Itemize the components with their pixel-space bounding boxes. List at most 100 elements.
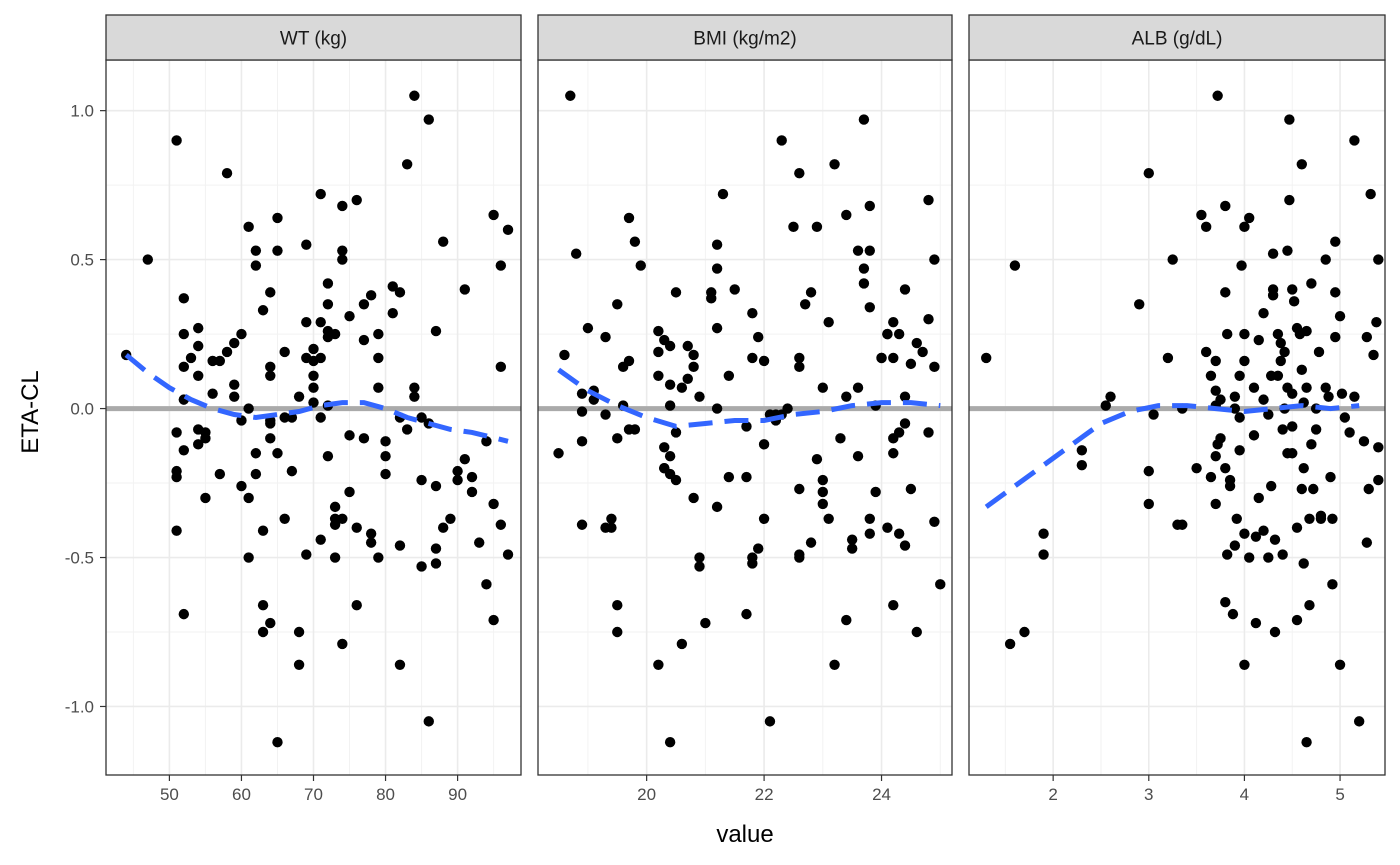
data-point <box>929 254 940 265</box>
data-point <box>858 114 870 125</box>
data-point <box>1100 400 1111 411</box>
data-point <box>1308 483 1319 495</box>
data-point <box>200 427 211 438</box>
data-point <box>1304 513 1315 524</box>
data-point <box>1009 260 1021 271</box>
data-point <box>265 433 276 444</box>
data-point <box>747 308 758 319</box>
data-point <box>1277 424 1288 435</box>
data-point <box>676 638 688 650</box>
data-point <box>1263 409 1274 420</box>
data-point <box>1210 355 1221 367</box>
y-tick-label: 0.5 <box>70 251 94 270</box>
data-point <box>888 316 899 328</box>
data-point <box>293 391 305 402</box>
data-point <box>805 287 817 298</box>
data-point <box>1306 439 1317 450</box>
data-point <box>1239 328 1250 340</box>
data-point <box>723 370 735 381</box>
data-point <box>864 528 875 539</box>
data-point <box>888 599 899 611</box>
data-point <box>1253 492 1264 504</box>
data-point <box>1200 221 1212 233</box>
facet-strip <box>968 14 1386 61</box>
data-point <box>394 659 406 670</box>
data-point <box>351 599 362 611</box>
data-point <box>694 561 705 572</box>
data-point <box>1304 599 1315 611</box>
data-point <box>272 737 283 748</box>
data-point <box>344 430 355 441</box>
data-point <box>1296 159 1308 170</box>
data-point <box>682 340 693 352</box>
data-point <box>358 299 370 310</box>
data-point <box>1248 382 1260 393</box>
data-point <box>243 403 254 414</box>
data-point <box>1224 474 1236 486</box>
x-axis-title: value <box>716 821 773 848</box>
data-point <box>286 465 298 477</box>
data-point <box>606 522 617 533</box>
facet-panel: BMI (kg/m2) 20 22 24 <box>537 14 953 804</box>
data-point <box>1269 626 1281 638</box>
data-point <box>1282 245 1293 256</box>
data-point <box>171 427 182 438</box>
data-point <box>1320 254 1331 265</box>
data-point <box>243 221 254 233</box>
data-point <box>1076 445 1088 456</box>
data-point <box>835 433 846 444</box>
data-point <box>250 245 262 256</box>
data-point <box>711 263 723 274</box>
data-point <box>495 361 507 373</box>
data-point <box>1191 462 1202 474</box>
data-point <box>229 337 240 349</box>
data-point <box>723 471 735 483</box>
data-point <box>488 614 499 626</box>
data-point <box>876 352 887 364</box>
data-points <box>120 90 514 748</box>
data-point <box>474 537 485 548</box>
data-point <box>1143 168 1154 179</box>
data-point <box>682 373 693 384</box>
data-point <box>1298 462 1309 474</box>
data-point <box>758 513 770 524</box>
data-point <box>265 418 276 429</box>
data-point <box>582 322 594 334</box>
data-point <box>1105 391 1116 402</box>
data-point <box>1004 638 1016 650</box>
data-point <box>670 474 682 486</box>
data-point <box>459 454 471 465</box>
data-point <box>329 501 341 513</box>
data-point <box>1344 427 1355 438</box>
data-point <box>243 552 254 563</box>
data-point <box>308 343 319 355</box>
data-point <box>911 626 922 638</box>
data-point <box>171 135 182 146</box>
x-tick-label: 20 <box>637 785 656 804</box>
data-point <box>864 513 875 524</box>
data-point <box>315 352 326 364</box>
data-point <box>664 379 676 390</box>
data-point <box>576 406 588 417</box>
data-point <box>1167 254 1178 265</box>
data-point <box>981 352 992 364</box>
data-point <box>394 287 406 298</box>
data-point <box>308 397 319 408</box>
data-point <box>1205 370 1217 381</box>
data-point <box>1196 209 1207 221</box>
data-point <box>694 391 705 402</box>
data-point <box>373 352 384 364</box>
data-point <box>846 534 858 545</box>
data-point <box>1210 385 1221 396</box>
data-point <box>653 659 664 670</box>
data-point <box>811 454 823 465</box>
x-tick-label: 24 <box>872 785 891 804</box>
data-point <box>409 90 420 101</box>
data-point <box>178 361 190 373</box>
data-point <box>193 439 204 450</box>
data-point <box>437 522 449 533</box>
data-point <box>315 188 326 200</box>
data-point <box>502 549 514 560</box>
facet-strip-label: BMI (kg/m2) <box>693 29 796 50</box>
